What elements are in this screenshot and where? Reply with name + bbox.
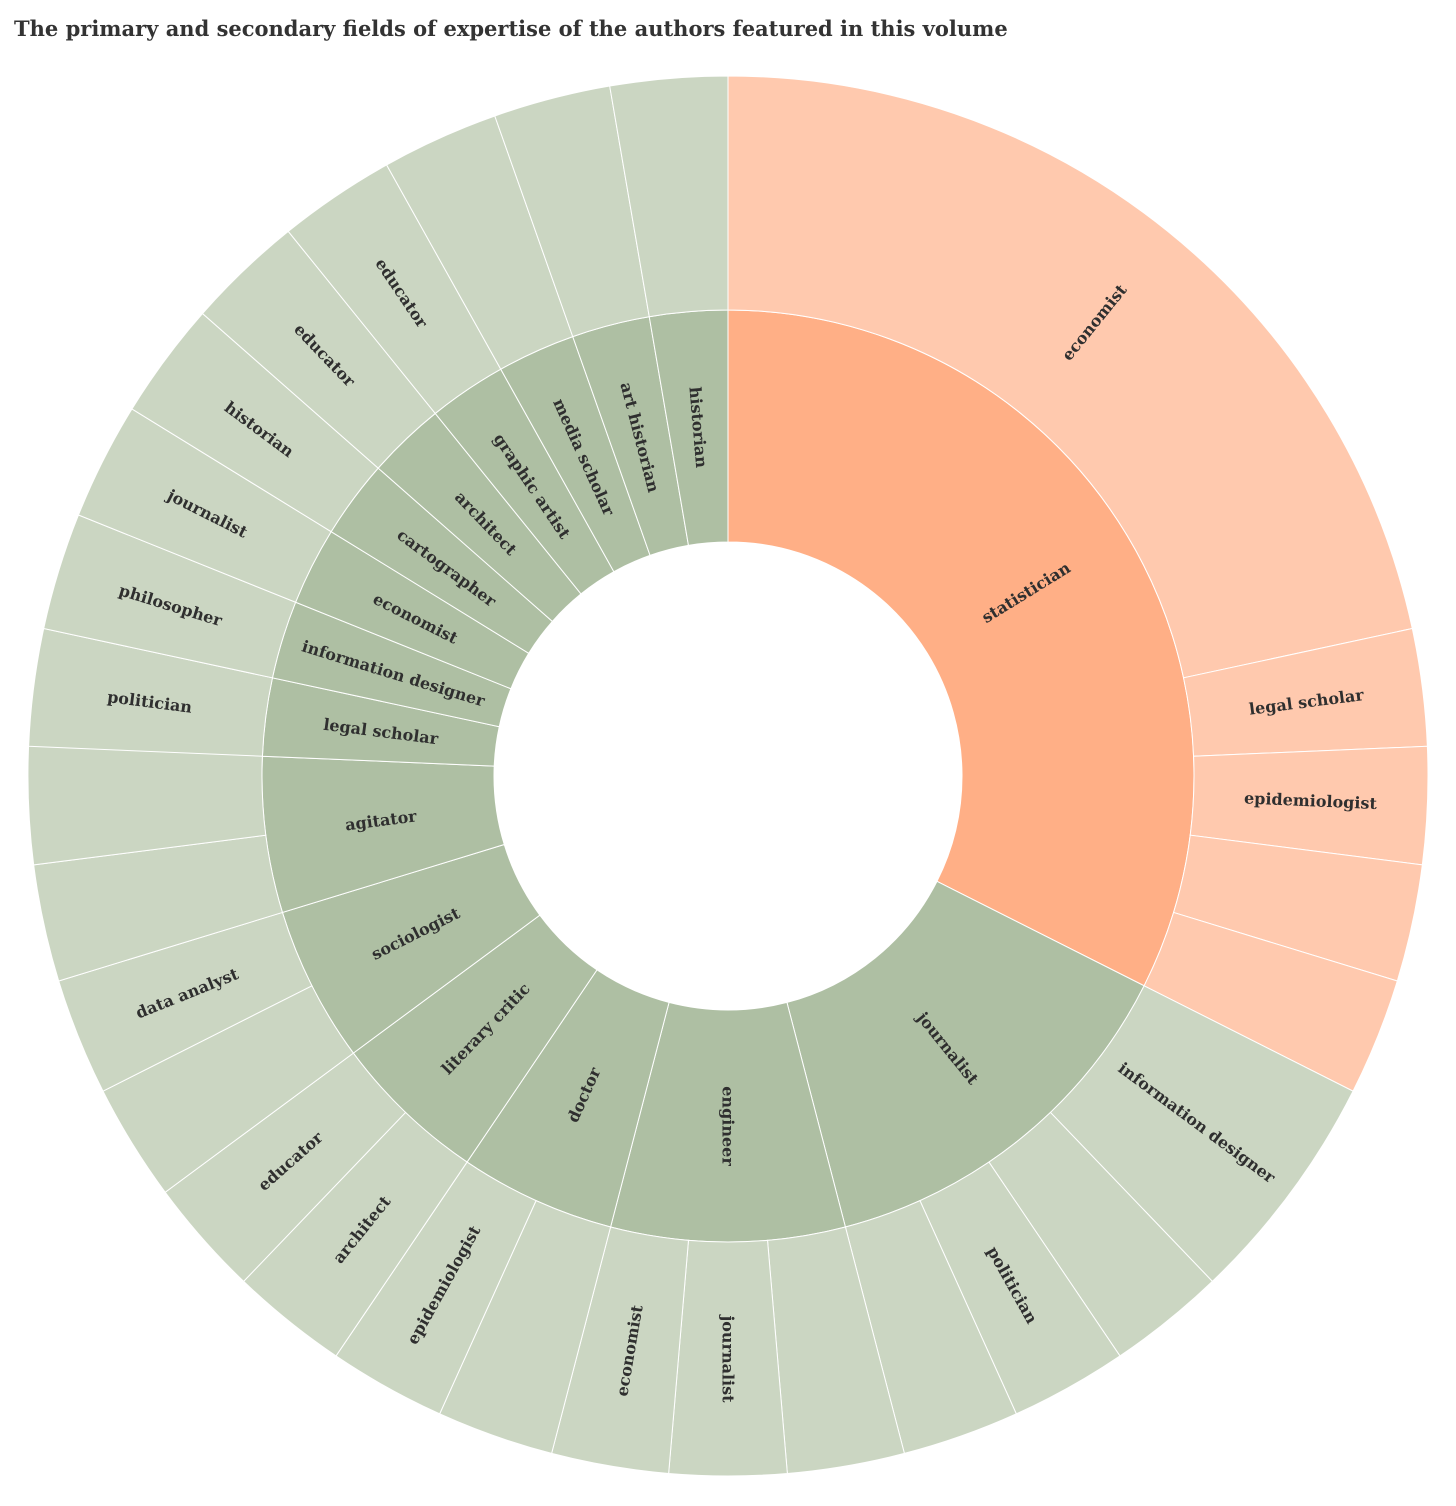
outer-segment-unlabeled[interactable] (609, 75, 729, 318)
outer-segment-economist[interactable] (727, 75, 1413, 679)
sunburst-segments (27, 75, 1429, 1477)
chart-title: The primary and secondary fields of expe… (14, 16, 1008, 41)
segment-label-engineer: engineer (719, 1086, 738, 1166)
segment-label-journalist: journalist (719, 1313, 738, 1403)
